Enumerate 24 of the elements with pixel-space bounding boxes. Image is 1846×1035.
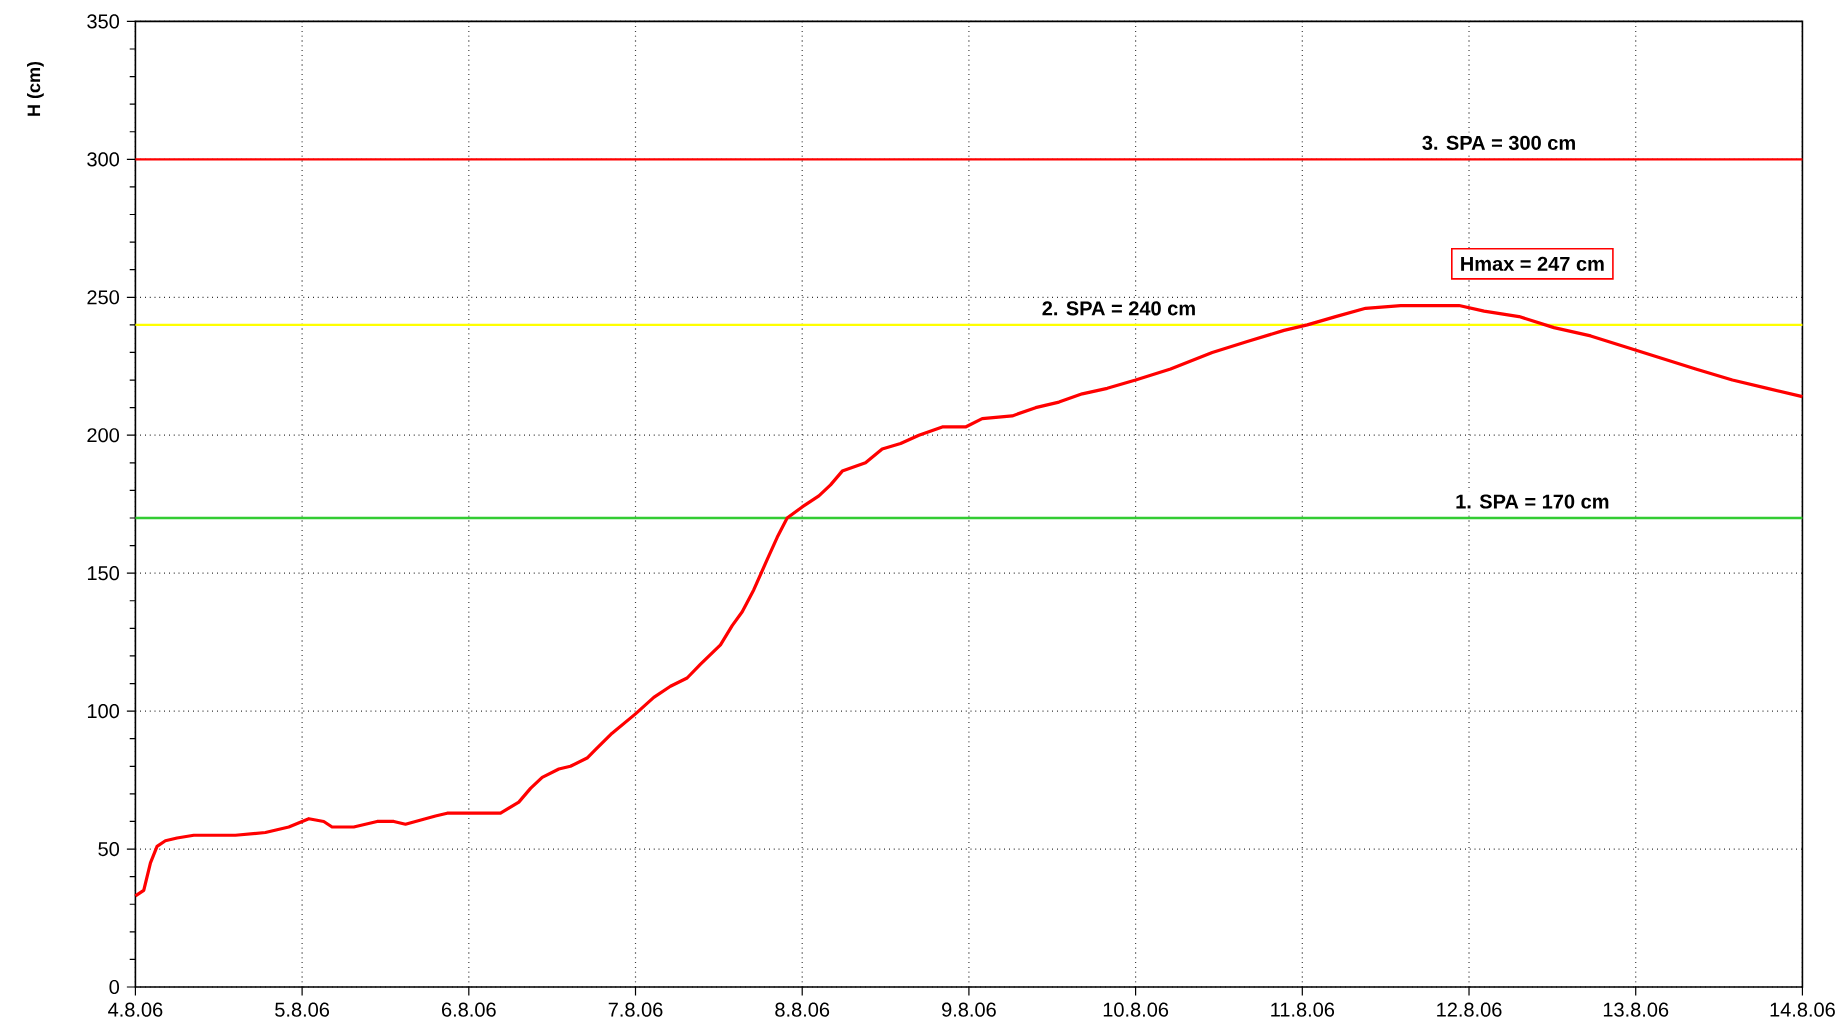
y-tick-label: 100 (87, 704, 120, 719)
x-tick-label: 6.8.06 (442, 1002, 496, 1017)
y-tick-label: 250 (87, 290, 120, 305)
x-tick-label: 11.8.06 (1271, 1002, 1335, 1017)
ref-line-label: 3. SPA = 300 cm (1422, 135, 1575, 150)
y-tick-label: 50 (98, 841, 120, 857)
x-tick-label: 13.8.06 (1603, 1002, 1669, 1017)
y-axis-title: H (cm) (27, 61, 44, 116)
x-tick-label: 4.8.06 (108, 1002, 163, 1017)
y-tick-label: 200 (87, 428, 120, 443)
ref-line-label: 2. SPA = 240 cm (1042, 301, 1195, 316)
x-tick-label: 9.8.06 (942, 1002, 996, 1017)
x-tick-label: 14.8.06 (1770, 1002, 1835, 1017)
x-tick-label: 8.8.06 (775, 1002, 830, 1017)
ref-line-label: 1. SPA = 170 cm (1456, 494, 1609, 509)
x-tick-label: 10.8.06 (1103, 1002, 1169, 1017)
x-tick-label: 7.8.06 (608, 1002, 663, 1017)
x-tick-label: 12.8.06 (1437, 1002, 1502, 1017)
y-tick-label: 350 (87, 14, 120, 29)
annotation: Hmax = 247 cm (1461, 256, 1604, 271)
y-tick-label: 150 (87, 566, 120, 581)
y-tick-label: 0 (109, 979, 120, 995)
y-tick-label: 300 (87, 152, 120, 167)
x-tick-label: 5.8.06 (275, 1002, 330, 1017)
